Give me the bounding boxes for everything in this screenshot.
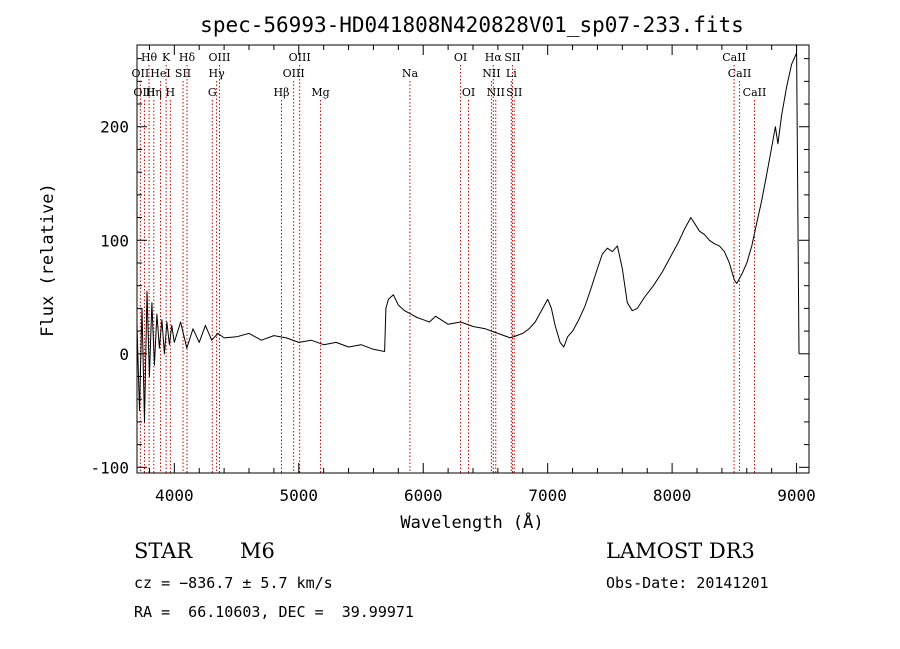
y-tick-label: -100 <box>90 458 129 477</box>
marker-label: H <box>166 86 176 99</box>
marker-label: Hγ <box>209 67 226 80</box>
y-tick-label: 0 <box>119 345 129 364</box>
marker-label: CaII <box>743 86 767 99</box>
marker-label: Na <box>402 67 419 80</box>
marker-label: K <box>162 51 171 64</box>
marker-label: SII <box>506 86 522 99</box>
marker-label: OI <box>462 86 475 99</box>
spectrum-line <box>136 52 800 423</box>
survey-name: LAMOST DR3 <box>606 539 755 563</box>
marker-label: OIII <box>208 51 230 64</box>
emission-line-markers <box>139 65 755 473</box>
marker-label: NII <box>487 86 505 99</box>
x-tick-label: 4000 <box>155 486 194 505</box>
marker-label: OIII <box>133 86 155 99</box>
marker-label: Hα <box>485 51 503 64</box>
marker-label: OI <box>454 51 467 64</box>
obs-date: Obs-Date: 20141201 <box>606 574 769 592</box>
y-tick-label: 200 <box>100 118 129 137</box>
x-tick-label: 8000 <box>653 486 692 505</box>
x-axis: 4000 5000 6000 7000 8000 9000 <box>148 45 816 505</box>
marker-label: SII <box>504 51 520 64</box>
chart-title: spec-56993-HD041808N420828V01_sp07-233.f… <box>200 13 744 37</box>
plot-frame <box>136 44 810 474</box>
marker-label: OIII <box>283 67 305 80</box>
marker-label: SII <box>175 67 191 80</box>
marker-label: Mg <box>311 86 329 99</box>
coordinates: RA = 66.10603, DEC = 39.99971 <box>134 603 414 621</box>
marker-label: Hθ <box>141 51 158 64</box>
y-tick-label: 100 <box>100 231 129 250</box>
marker-label: Hβ <box>274 86 290 99</box>
marker-label: CaII <box>728 67 752 80</box>
y-axis-label: Flux (relative) <box>38 183 58 337</box>
x-tick-label: 5000 <box>280 486 319 505</box>
object-class: STAR <box>134 539 193 563</box>
marker-label: NII <box>482 67 500 80</box>
marker-label: G <box>208 86 217 99</box>
y-axis: -100 0 100 200 <box>90 58 809 477</box>
marker-label: HeI <box>150 67 170 80</box>
redshift-readout: cz = −836.7 ± 5.7 km/s <box>134 574 333 592</box>
spectrum-series <box>136 52 800 423</box>
marker-label: Li <box>506 67 517 80</box>
marker-label: Hη <box>146 86 162 99</box>
x-tick-label: 6000 <box>404 486 443 505</box>
marker-label: OII <box>132 67 150 80</box>
x-tick-label: 9000 <box>777 486 816 505</box>
x-tick-label: 7000 <box>528 486 567 505</box>
x-axis-label: Wavelength (Å) <box>400 511 543 533</box>
marker-label: OIII <box>289 51 311 64</box>
emission-line-labels: Hθ OII OIII K HeI Hη Hδ SII H OIII Hγ G Hβ OIII OIII Mg… <box>132 51 767 99</box>
object-subclass: M6 <box>240 539 275 563</box>
marker-label: Hδ <box>179 51 196 64</box>
marker-label: CaII <box>722 51 746 64</box>
